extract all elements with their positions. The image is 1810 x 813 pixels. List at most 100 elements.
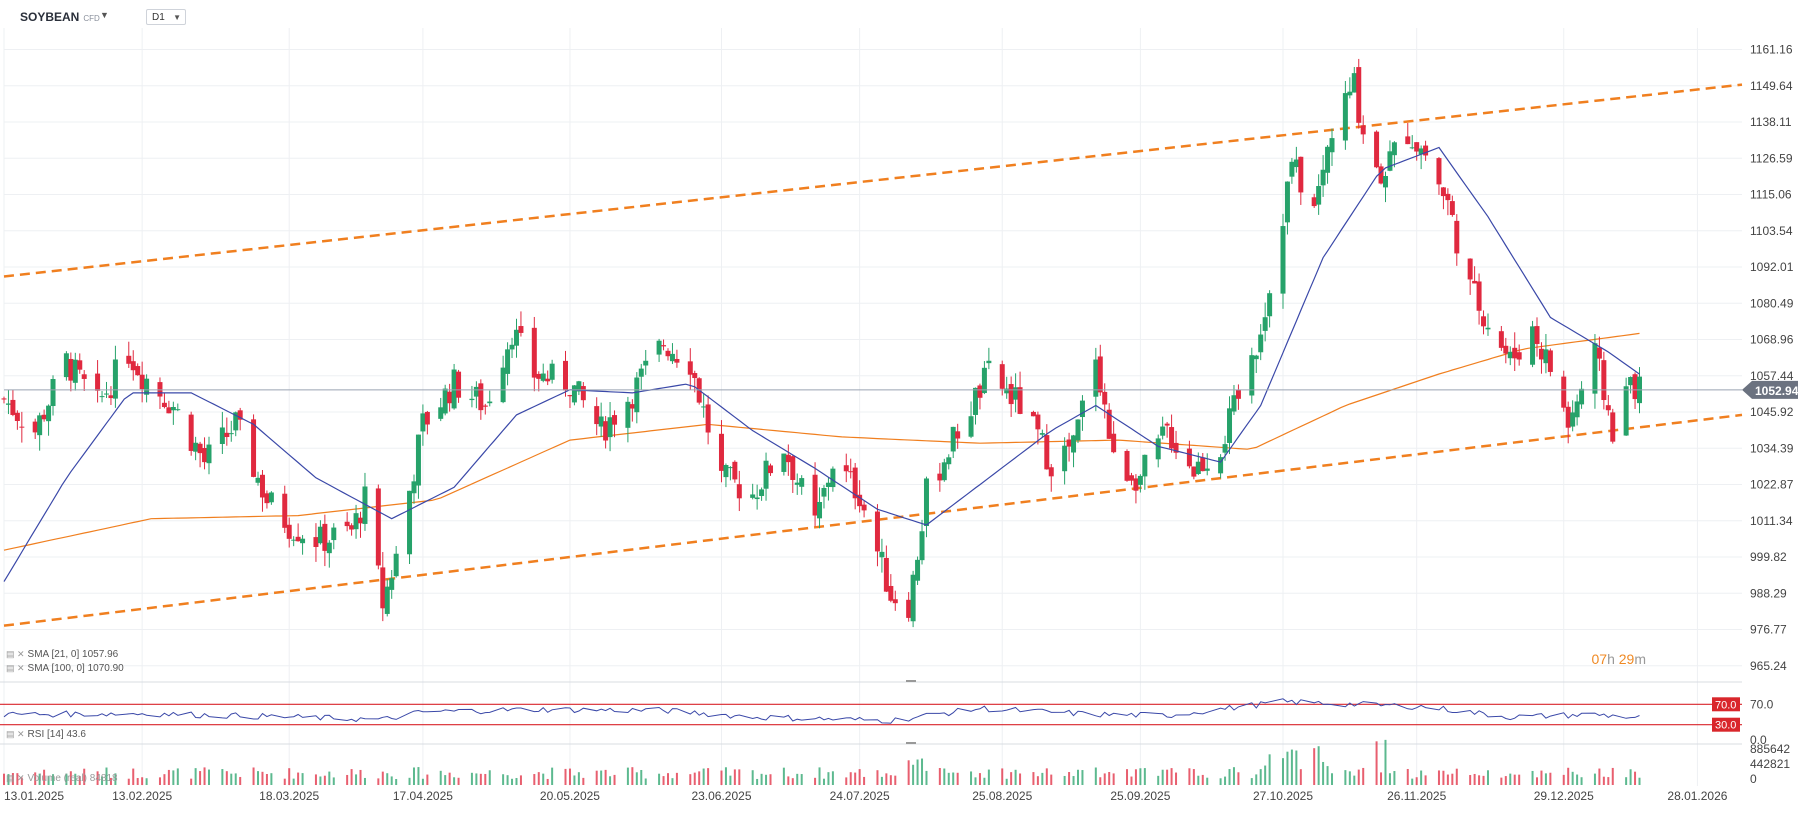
candle-body [785, 454, 791, 463]
settings-icon[interactable]: ▤ ✕ [6, 663, 25, 673]
volume-bar [769, 774, 772, 785]
candle-body [727, 467, 733, 469]
sma21-legend[interactable]: ▤ ✕ SMA [21, 0] 1057.96 [6, 649, 119, 660]
volume-bar [1478, 775, 1481, 785]
volume-bar [297, 772, 300, 785]
candle-body [830, 468, 836, 488]
volume-bar [1268, 754, 1271, 785]
candle-body [193, 442, 199, 452]
candle-body [781, 453, 787, 472]
candle-body [1164, 423, 1170, 426]
candle-body [1378, 166, 1384, 184]
resize-handle [906, 742, 916, 744]
candle-body [300, 538, 306, 544]
settings-icon[interactable]: ▤ ✕ [6, 773, 25, 783]
volume-bar [1513, 774, 1516, 785]
volume-bar [38, 773, 41, 785]
candle-body [1062, 445, 1068, 472]
candle-body [1351, 73, 1357, 93]
rsi-legend[interactable]: ▤ ✕ RSI [14] 43.6 [6, 729, 86, 740]
y-tick-label: 1103.54 [1750, 224, 1793, 238]
timeframe-select[interactable]: D1 ▼ [146, 9, 186, 25]
volume-bar [533, 774, 536, 785]
volume-bar [1299, 769, 1302, 785]
y-tick-label: 988.29 [1750, 586, 1787, 600]
candle-body [157, 382, 163, 397]
candle-body [1565, 406, 1571, 428]
x-tick-label: 27.10.2025 [1253, 789, 1313, 803]
volume-bar [381, 771, 384, 785]
volume-bar [551, 767, 554, 785]
volume-bar [956, 772, 959, 785]
volume-bar [573, 775, 576, 785]
candle-body [317, 526, 323, 544]
volume-bar [1344, 770, 1347, 785]
candle-body [1253, 355, 1259, 360]
candle-body [665, 350, 671, 357]
volume-bar [1103, 773, 1106, 785]
volume-bar [1326, 766, 1329, 785]
settings-icon[interactable]: ▤ ✕ [6, 729, 25, 739]
volume-bar [1451, 773, 1454, 785]
candle-body [1454, 220, 1460, 254]
x-tick-label: 25.08.2025 [972, 789, 1032, 803]
volume-bar [876, 770, 879, 785]
volume-bar [1237, 772, 1240, 785]
volume-bar [1518, 774, 1521, 785]
volume-bar [176, 768, 179, 785]
candle-body [705, 404, 711, 433]
volume-legend[interactable]: ▤ ✕ Volume (real) 84818 [6, 773, 118, 784]
volume-bar [355, 774, 358, 785]
candle-body [790, 456, 796, 480]
candle-body [955, 431, 961, 439]
candle-body [447, 391, 453, 404]
volume-bar [1362, 767, 1365, 785]
candle-body [99, 396, 105, 398]
candle-body [1298, 156, 1304, 193]
volume-bar [1571, 771, 1574, 785]
candle-body [313, 537, 319, 547]
volume-bar [1166, 769, 1169, 785]
candle-body [77, 360, 83, 370]
volume-bar [207, 769, 210, 785]
candle-body [1142, 454, 1148, 477]
candle-body [661, 345, 667, 347]
volume-bar [292, 778, 295, 785]
x-tick-label: 20.05.2025 [540, 789, 600, 803]
volume-bar [109, 777, 112, 785]
candle-body [910, 574, 916, 622]
candle-body [1485, 327, 1491, 330]
volume-bar [1536, 777, 1539, 785]
trend-channel[interactable] [3, 83, 1743, 627]
candle-body [843, 465, 849, 472]
x-tick-label: 26.11.2025 [1387, 789, 1446, 803]
chevron-down-icon[interactable]: ▼ [100, 10, 109, 20]
candle-body [1391, 142, 1397, 156]
volume-bar [127, 778, 130, 785]
settings-icon[interactable]: ▤ ✕ [6, 649, 25, 659]
candle-body [349, 525, 355, 530]
volume-bar [1264, 765, 1267, 785]
candle-body [687, 361, 693, 375]
candle-body [188, 414, 194, 451]
volume-bar [1625, 777, 1628, 785]
volume-bar [1500, 777, 1503, 785]
volume-bar [1313, 748, 1316, 785]
candle-body [1476, 281, 1482, 311]
volume-bar [1206, 777, 1209, 785]
candle-body [291, 539, 297, 541]
volume-bar [1081, 770, 1084, 785]
volume-axis-label: 442821 [1750, 757, 1790, 771]
volume-bar [1406, 768, 1409, 785]
candle-body [883, 557, 889, 592]
candle-body [1632, 374, 1638, 400]
volume-bar [698, 771, 701, 785]
candle-body [233, 412, 239, 431]
candle-body [999, 364, 1005, 389]
sma100-legend[interactable]: ▤ ✕ SMA [100, 0] 1070.90 [6, 663, 124, 674]
volume-bar [974, 777, 977, 785]
symbol-title[interactable]: SOYBEAN CFD [20, 10, 100, 24]
candle-body [126, 355, 132, 364]
candle-body [950, 426, 956, 452]
